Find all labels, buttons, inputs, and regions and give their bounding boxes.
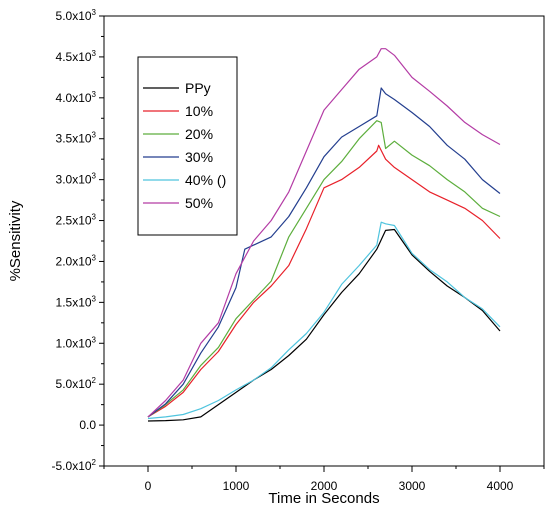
series-line-ppy	[147, 228, 501, 422]
x-tick-label: 2000	[311, 479, 338, 493]
y-tick-label: 3.0x103	[56, 172, 97, 187]
x-tick-label: 1000	[223, 479, 250, 493]
y-tick-label: 5.0x103	[56, 8, 97, 23]
y-axis: -5.0x102 0.0 5.0x102 1.0x103 1.5x103 2.0x103 2…	[52, 8, 104, 473]
x-axis: 0 1000 2000 3000 4000	[103, 466, 545, 493]
y-axis-title: %Sensitivity	[7, 200, 24, 281]
plot-area: 0 1000 2000 3000 4000 -5.0x102 0.0 5.0x102 1.0x…	[52, 8, 545, 493]
x-axis-title: Time in Seconds	[268, 490, 379, 507]
series-line-40	[147, 221, 501, 420]
legend: PPy 10% 20% 30% 40% () 50%	[137, 56, 238, 236]
y-tick-label: 4.0x103	[56, 90, 97, 105]
y-tick-label: 2.0x103	[56, 253, 97, 268]
series-line-30	[147, 87, 501, 418]
x-tick-label: 4000	[487, 479, 514, 493]
x-tick-label: 3000	[399, 479, 426, 493]
series-line-20	[147, 120, 501, 418]
y-tick-label: 2.5x103	[56, 213, 97, 228]
y-tick-label: 1.0x103	[56, 335, 97, 350]
legend-label: 30%	[185, 149, 213, 165]
y-tick-label: 5.0x102	[56, 376, 97, 391]
y-tick-label: 4.5x103	[56, 49, 97, 64]
legend-box	[137, 56, 238, 236]
y-tick-label: -5.0x102	[52, 458, 97, 473]
series-layer	[147, 48, 501, 422]
series-line-50	[147, 48, 501, 418]
legend-label: 20%	[185, 126, 213, 142]
legend-label: 40% ()	[185, 172, 226, 188]
legend-label: PPy	[185, 80, 211, 96]
y-tick-label: 3.5x103	[56, 131, 97, 146]
y-tick-label: 1.5x103	[56, 294, 97, 309]
x-tick-label: 0	[145, 479, 152, 493]
legend-label: 10%	[185, 103, 213, 119]
legend-label: 50%	[185, 195, 213, 211]
y-tick-label: 0.0	[79, 418, 96, 432]
series-line-10	[147, 144, 501, 418]
